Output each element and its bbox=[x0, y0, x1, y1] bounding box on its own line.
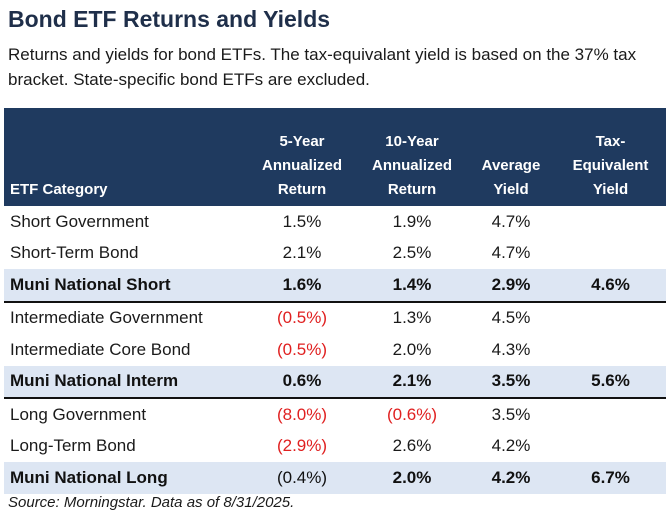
average-yield-cell: 3.5% bbox=[491, 404, 531, 424]
table-row: Intermediate Core Bond (0.5%) 2.0% 4.3% bbox=[4, 334, 666, 366]
table-row: Long Government (8.0%) (0.6%) 3.5% bbox=[4, 398, 666, 431]
tax-equivalent-yield-cell bbox=[555, 431, 666, 463]
category-cell: Muni National Interm bbox=[4, 365, 247, 399]
table-row-muni: Muni National Short 1.6% 1.4% 2.9% 4.6% bbox=[4, 269, 666, 303]
ten-year-return-cell: 2.1% bbox=[357, 365, 467, 399]
table-row-muni: Muni National Long (0.4%) 2.0% 4.2% 6.7% bbox=[4, 462, 666, 494]
five-year-return-cell: 1.6% bbox=[247, 269, 357, 303]
header-line: Return bbox=[277, 181, 327, 198]
ten-year-return-cell: 2.0% bbox=[357, 462, 467, 494]
column-header-5yr-return: 5-Year Annualized Return bbox=[247, 108, 357, 206]
header-line: Tax- bbox=[595, 133, 626, 150]
ten-year-return-cell: 2.5% bbox=[392, 243, 432, 263]
chart-subtitle: Returns and yields for bond ETFs. The ta… bbox=[8, 45, 637, 89]
five-year-return-cell: (0.5%) bbox=[276, 339, 328, 359]
average-yield-cell: 4.7% bbox=[491, 243, 531, 263]
tax-equivalent-yield-cell bbox=[555, 302, 666, 335]
category-cell: Intermediate Government bbox=[10, 308, 203, 328]
average-yield-cell: 4.3% bbox=[491, 339, 531, 359]
table-row-muni: Muni National Interm 0.6% 2.1% 3.5% 5.6% bbox=[4, 365, 666, 399]
table-header: ETF Category 5-Year Annualized Return 10-Yea… bbox=[4, 108, 666, 206]
five-year-return-cell: (0.5%) bbox=[276, 308, 328, 328]
five-year-return-cell: (0.4%) bbox=[247, 462, 357, 494]
average-yield-cell: 3.5% bbox=[467, 365, 555, 399]
average-yield-cell: 4.5% bbox=[491, 308, 531, 328]
header-line: Equivalent bbox=[572, 157, 649, 174]
ten-year-return-cell: (0.6%) bbox=[386, 404, 438, 424]
average-yield-cell: 4.7% bbox=[491, 211, 531, 231]
table-row: Long-Term Bond (2.9%) 2.6% 4.2% bbox=[4, 431, 666, 463]
table-body: Short Government 1.5% 1.9% 4.7% Short-Term B… bbox=[4, 206, 666, 494]
five-year-return-cell: 2.1% bbox=[282, 243, 322, 263]
column-header-category: ETF Category bbox=[4, 108, 247, 206]
header-line: 10-Year bbox=[385, 133, 439, 150]
tax-equivalent-yield-cell: 6.7% bbox=[555, 462, 666, 494]
category-cell: Muni National Long bbox=[4, 462, 247, 494]
header-line: Annualized bbox=[371, 157, 452, 174]
bond-etf-table: ETF Category 5-Year Annualized Return 10-Yea… bbox=[4, 108, 666, 494]
tax-equivalent-yield-cell bbox=[555, 398, 666, 431]
category-cell: Short-Term Bond bbox=[10, 243, 139, 263]
category-cell: Long-Term Bond bbox=[10, 436, 136, 456]
average-yield-cell: 4.2% bbox=[467, 462, 555, 494]
five-year-return-cell: (8.0%) bbox=[276, 404, 328, 424]
ten-year-return-cell: 1.4% bbox=[357, 269, 467, 303]
column-header-10yr-return: 10-Year Annualized Return bbox=[357, 108, 467, 206]
header-line: 5-Year bbox=[279, 133, 325, 150]
header-line: Average bbox=[481, 157, 541, 174]
ten-year-return-cell: 1.9% bbox=[392, 211, 432, 231]
tax-equivalent-yield-cell: 4.6% bbox=[555, 269, 666, 303]
average-yield-cell: 4.2% bbox=[491, 436, 531, 456]
header-line: Return bbox=[387, 181, 437, 198]
table-row: Short Government 1.5% 1.9% 4.7% bbox=[4, 206, 666, 238]
five-year-return-cell: 0.6% bbox=[247, 365, 357, 399]
tax-equivalent-yield-cell bbox=[555, 206, 666, 238]
tax-equivalent-yield-cell bbox=[555, 238, 666, 270]
column-header-tax-equiv-yield: Tax- Equivalent Yield bbox=[555, 108, 666, 206]
header-line: Yield bbox=[592, 181, 629, 198]
source-note: Source: Morningstar. Data as of 8/31/202… bbox=[8, 494, 295, 511]
header-row: ETF Category 5-Year Annualized Return 10-Yea… bbox=[4, 108, 666, 206]
chart-title: Bond ETF Returns and Yields bbox=[8, 6, 331, 32]
category-cell: Muni National Short bbox=[4, 269, 247, 303]
table-row: Intermediate Government (0.5%) 1.3% 4.5% bbox=[4, 302, 666, 335]
column-header-avg-yield: Average Yield bbox=[467, 108, 555, 206]
ten-year-return-cell: 1.3% bbox=[392, 308, 432, 328]
category-cell: Intermediate Core Bond bbox=[10, 339, 191, 359]
ten-year-return-cell: 2.6% bbox=[392, 436, 432, 456]
category-cell: Long Government bbox=[10, 404, 147, 424]
five-year-return-cell: 1.5% bbox=[282, 211, 322, 231]
category-cell: Short Government bbox=[10, 211, 149, 231]
table-row: Short-Term Bond 2.1% 2.5% 4.7% bbox=[4, 238, 666, 270]
five-year-return-cell: (2.9%) bbox=[276, 436, 328, 456]
header-line: Annualized bbox=[261, 157, 342, 174]
tax-equivalent-yield-cell bbox=[555, 334, 666, 366]
ten-year-return-cell: 2.0% bbox=[392, 339, 432, 359]
average-yield-cell: 2.9% bbox=[467, 269, 555, 303]
tax-equivalent-yield-cell: 5.6% bbox=[555, 365, 666, 399]
header-line: ETF Category bbox=[10, 181, 108, 198]
header-line: Yield bbox=[493, 181, 529, 198]
